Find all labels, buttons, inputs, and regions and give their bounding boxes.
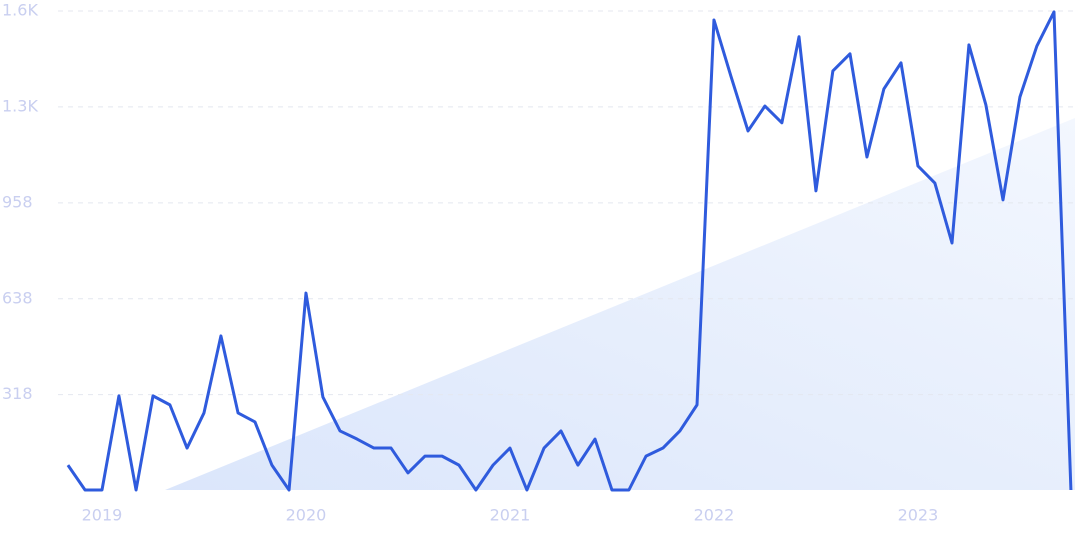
trend-area (165, 118, 1075, 490)
data-line (66, 10, 1073, 492)
x-tick-label: 2020 (286, 506, 327, 525)
y-tick-label: 638 (2, 288, 33, 307)
y-tick-label: 958 (2, 192, 33, 211)
x-tick-label: 2022 (694, 506, 735, 525)
y-tick-label: 1.6K (2, 1, 38, 20)
x-tick-label: 2021 (490, 506, 531, 525)
y-tick-label: 318 (2, 384, 33, 403)
y-tick-label: 1.3K (2, 96, 38, 115)
x-tick-label: 2023 (898, 506, 939, 525)
x-tick-label: 2019 (82, 506, 123, 525)
